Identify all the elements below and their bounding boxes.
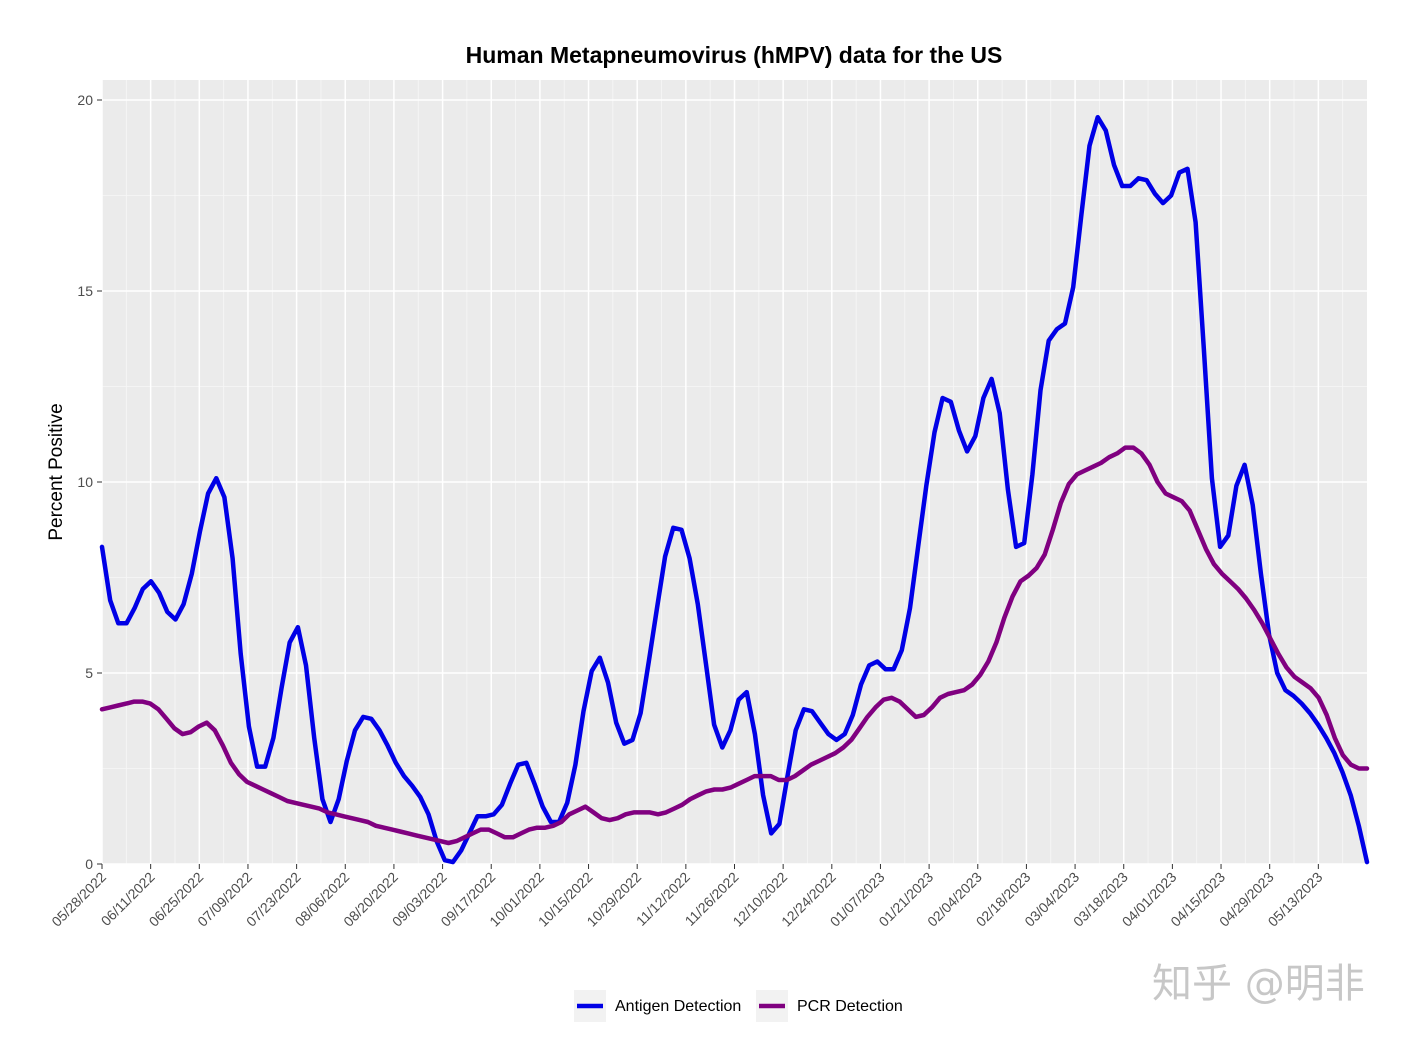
watermark: 知乎 @明非 [1152,961,1365,1007]
legend: Antigen Detection PCR Detection [574,990,903,1022]
series-line-antigen-detection [99,114,1370,865]
y-axis-label: Percent Positive [46,403,67,540]
y-tick-label: 10 [77,474,93,490]
y-tick-label: 0 [85,856,93,872]
chart-title: Human Metapneumovirus (hMPV) data for th… [466,42,1003,68]
x-axis: 05/28/202206/11/202206/25/202207/09/2022… [48,864,1326,930]
y-tick-label: 15 [77,283,93,299]
y-tick-label: 5 [85,665,93,681]
series-line-pcr-detection [99,445,1370,846]
legend-label: PCR Detection [797,998,903,1015]
legend-label: Antigen Detection [615,998,741,1015]
series-lines [99,114,1370,865]
y-tick-label: 20 [77,92,93,108]
y-axis: 0 5 10 15 20 [77,92,102,872]
